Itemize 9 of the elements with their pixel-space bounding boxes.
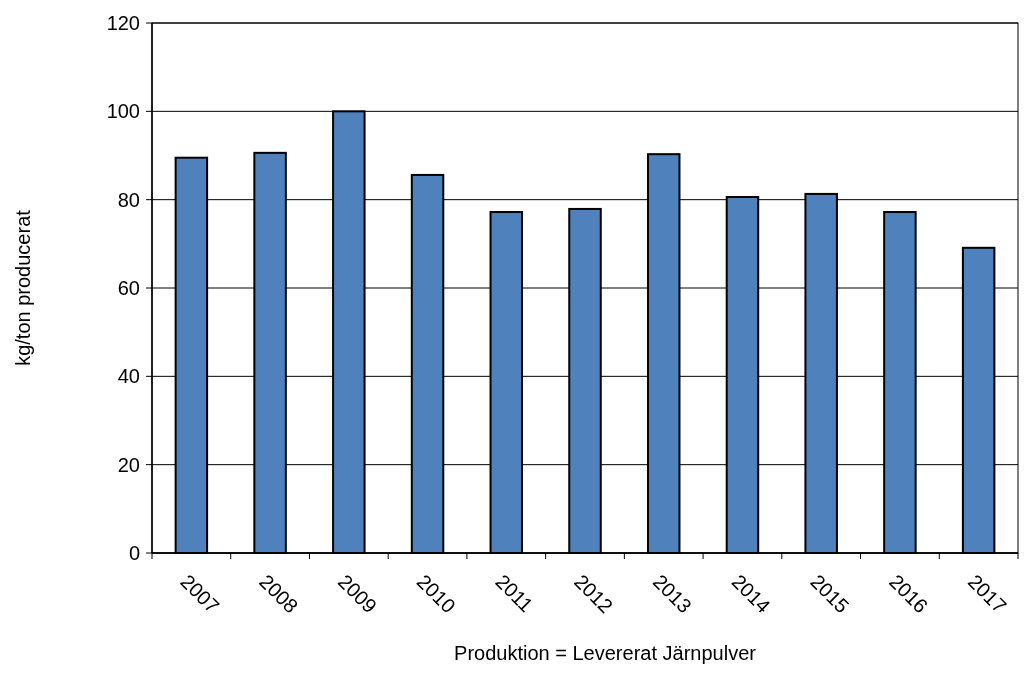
y-tick-label: 60 xyxy=(117,277,140,299)
y-tick-label: 0 xyxy=(128,542,140,564)
x-axis-title: Produktion = Levererat Järnpulver xyxy=(454,642,757,664)
y-tick-label: 120 xyxy=(106,12,140,34)
y-tick-label: 20 xyxy=(117,453,140,476)
y-tick-label: 80 xyxy=(117,188,140,211)
y-tick-label: 40 xyxy=(117,365,140,388)
y-axis-title: kg/ton producerat xyxy=(12,209,34,366)
y-tick-label: 100 xyxy=(106,100,140,123)
